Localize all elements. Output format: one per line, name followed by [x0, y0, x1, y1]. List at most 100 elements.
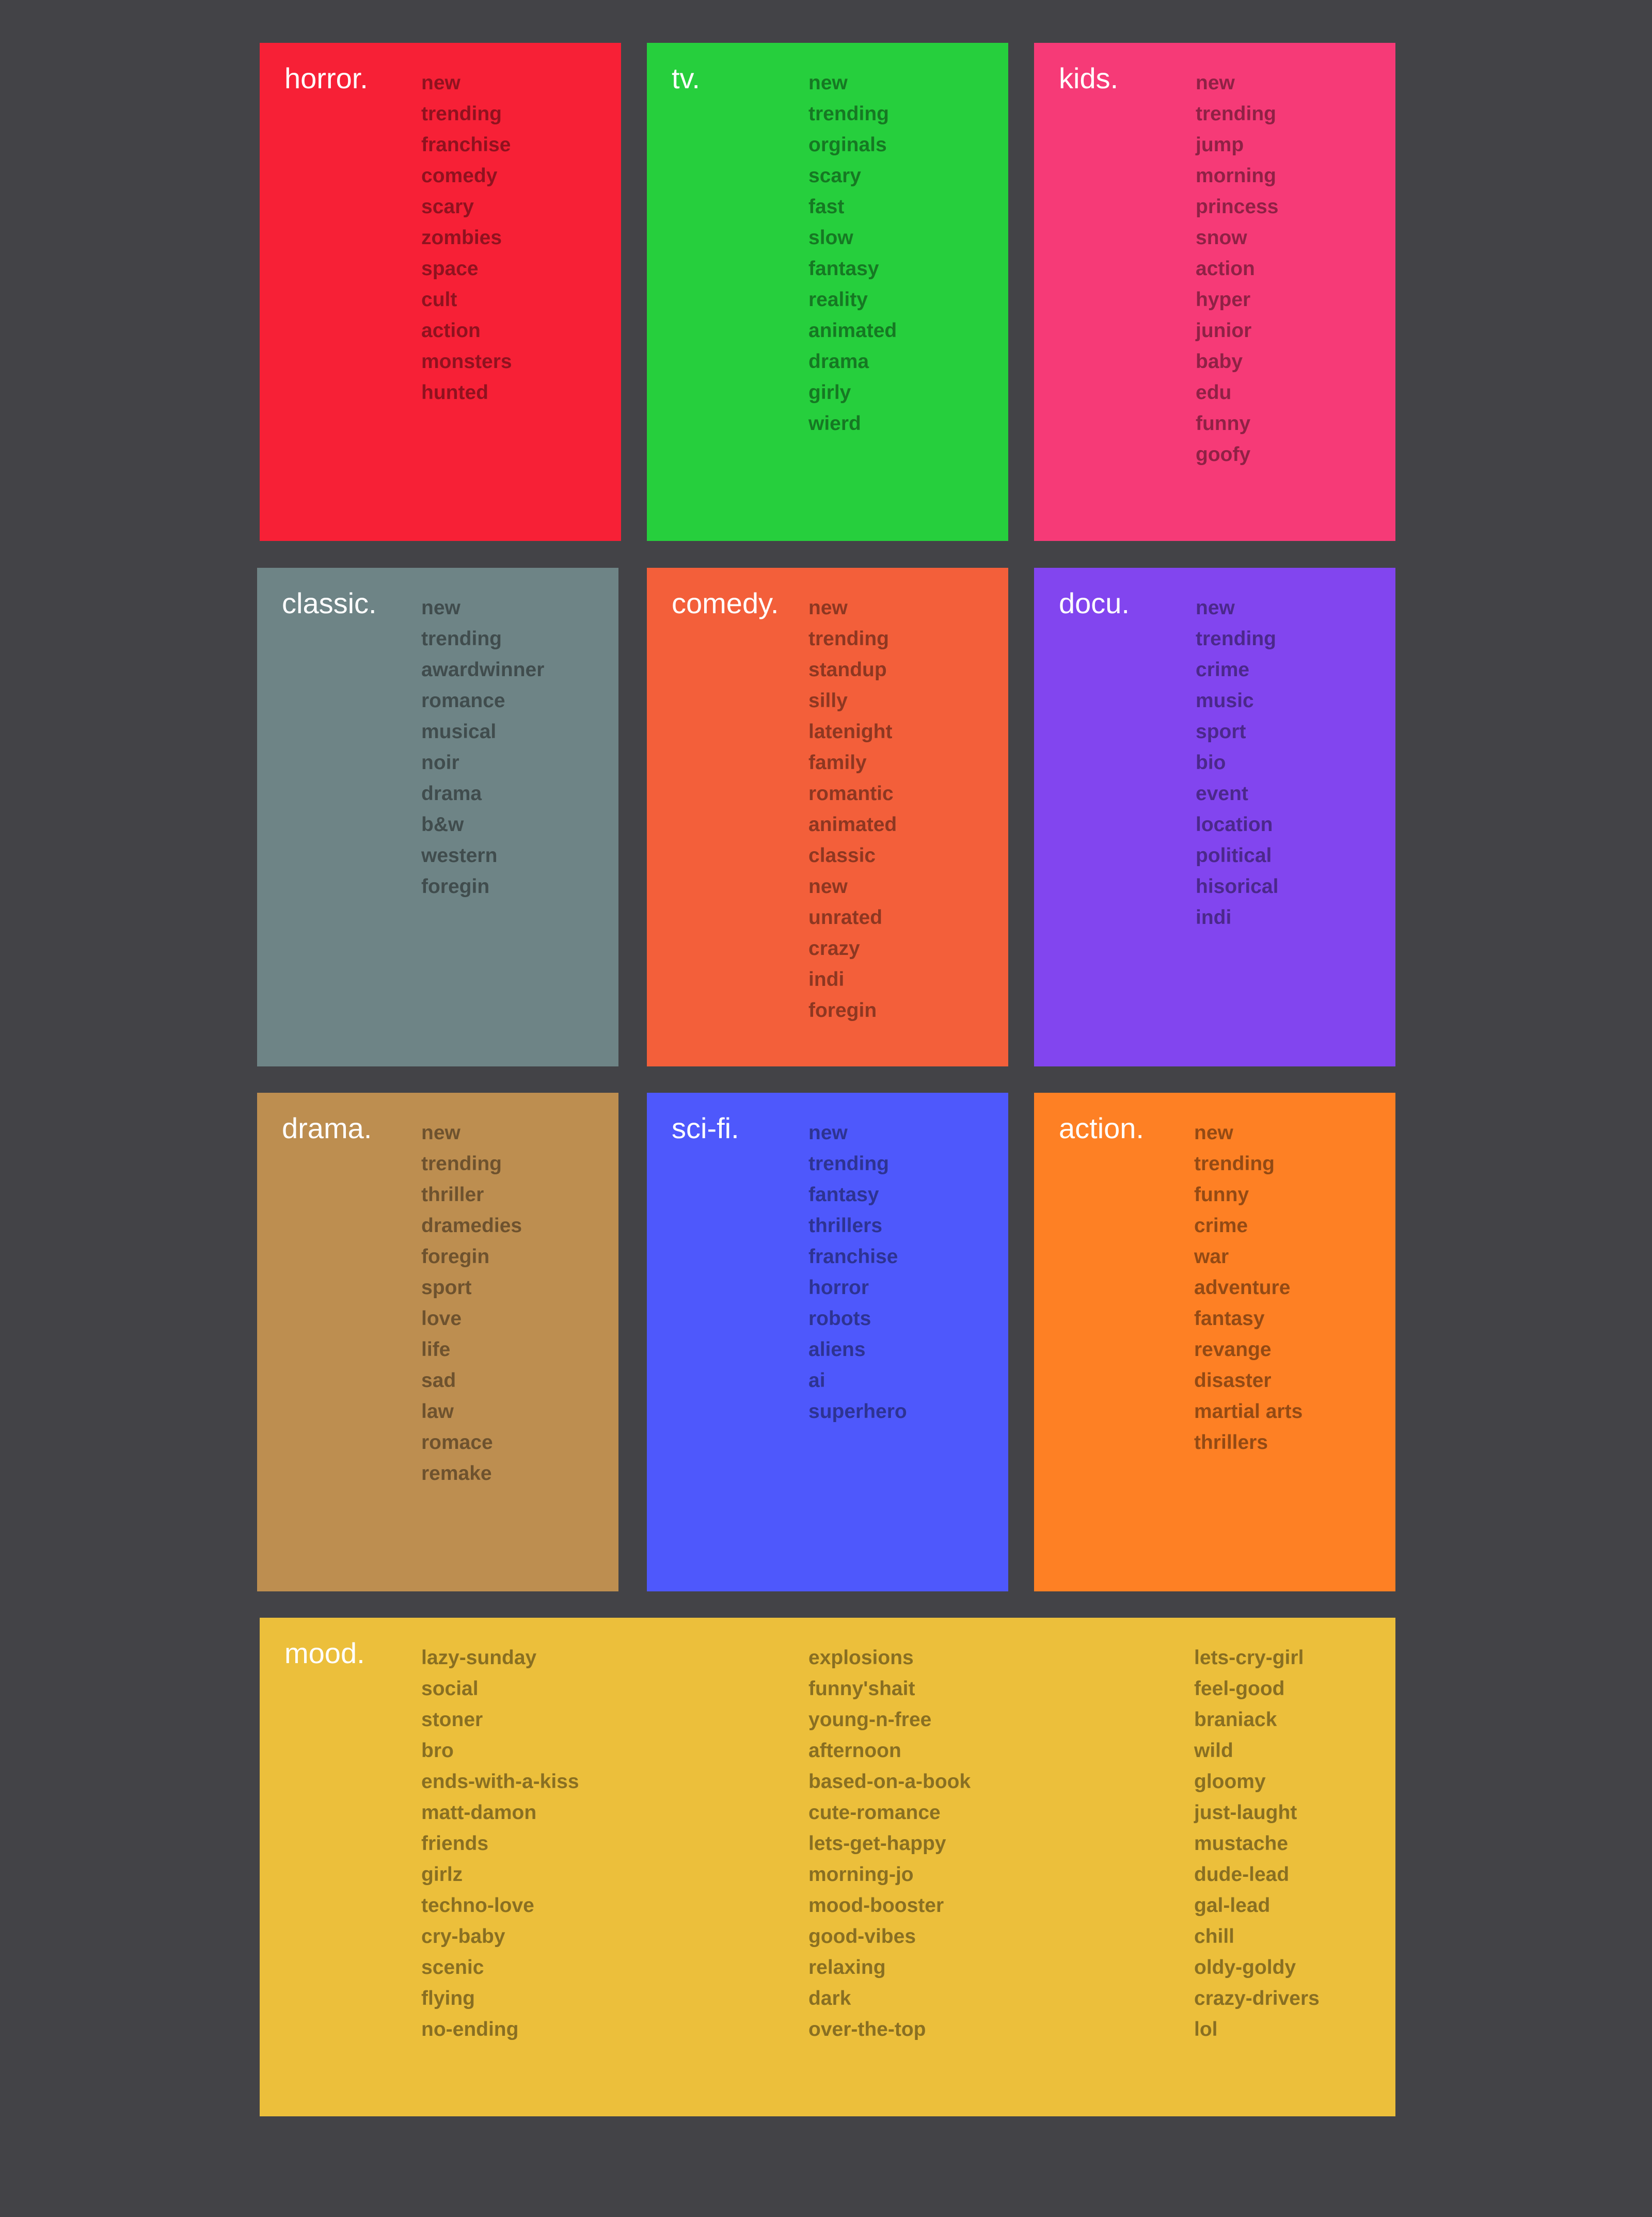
- genre-link[interactable]: war: [1194, 1246, 1229, 1268]
- category-title-comedy[interactable]: comedy.: [672, 587, 779, 619]
- genre-link[interactable]: mustache: [1194, 1832, 1289, 1855]
- genre-link[interactable]: young-n-free: [808, 1709, 932, 1731]
- genre-link[interactable]: location: [1196, 814, 1273, 836]
- genre-link[interactable]: fantasy: [808, 258, 879, 280]
- genre-link[interactable]: adventure: [1194, 1277, 1291, 1299]
- genre-link[interactable]: disaster: [1194, 1369, 1272, 1392]
- genre-link[interactable]: dramedies: [421, 1215, 522, 1237]
- genre-link[interactable]: funny: [1196, 412, 1251, 435]
- genre-link[interactable]: robots: [808, 1307, 871, 1330]
- genre-link[interactable]: social: [421, 1678, 479, 1700]
- genre-link[interactable]: music: [1196, 690, 1254, 712]
- genre-link[interactable]: indi: [1196, 906, 1232, 929]
- genre-link[interactable]: awardwinner: [421, 659, 545, 681]
- genre-link[interactable]: gal-lead: [1194, 1894, 1270, 1917]
- genre-link[interactable]: slow: [808, 227, 853, 249]
- genre-link[interactable]: romantic: [808, 783, 894, 805]
- genre-link[interactable]: silly: [808, 690, 848, 712]
- genre-link[interactable]: revange: [1194, 1338, 1272, 1361]
- category-title-action[interactable]: action.: [1059, 1112, 1144, 1144]
- genre-link[interactable]: scenic: [421, 1956, 484, 1979]
- genre-link[interactable]: romance: [421, 690, 505, 712]
- genre-link[interactable]: oldy-goldy: [1194, 1956, 1296, 1979]
- genre-link[interactable]: techno-love: [421, 1894, 534, 1917]
- genre-link[interactable]: funny: [1194, 1184, 1249, 1206]
- genre-link[interactable]: sport: [1196, 721, 1246, 743]
- genre-link[interactable]: girly: [808, 381, 851, 404]
- category-title-classic[interactable]: classic.: [282, 587, 377, 619]
- genre-link[interactable]: love: [421, 1307, 462, 1330]
- genre-link[interactable]: braniack: [1194, 1709, 1277, 1731]
- genre-link[interactable]: cult: [421, 289, 457, 311]
- genre-link[interactable]: new: [808, 1122, 848, 1144]
- genre-link[interactable]: foregin: [808, 999, 877, 1022]
- genre-link[interactable]: edu: [1196, 381, 1232, 404]
- genre-link[interactable]: mood-booster: [808, 1894, 944, 1917]
- genre-link[interactable]: remake: [421, 1462, 492, 1485]
- genre-link[interactable]: hunted: [421, 381, 488, 404]
- genre-link[interactable]: new: [1194, 1122, 1233, 1144]
- genre-link[interactable]: bro: [421, 1740, 454, 1762]
- genre-link[interactable]: new: [1196, 597, 1235, 619]
- genre-link[interactable]: trending: [808, 1153, 889, 1175]
- category-title-drama[interactable]: drama.: [282, 1112, 372, 1144]
- genre-link[interactable]: just-laught: [1194, 1801, 1297, 1824]
- genre-link[interactable]: morning-jo: [808, 1863, 914, 1886]
- genre-link[interactable]: new: [421, 72, 460, 94]
- genre-link[interactable]: horror: [808, 1277, 869, 1299]
- genre-link[interactable]: no-ending: [421, 2018, 519, 2040]
- genre-link[interactable]: classic: [808, 844, 876, 867]
- genre-link[interactable]: drama: [808, 350, 869, 373]
- genre-link[interactable]: junior: [1196, 320, 1252, 342]
- genre-link[interactable]: trending: [1194, 1153, 1275, 1175]
- genre-link[interactable]: fantasy: [1194, 1307, 1265, 1330]
- genre-link[interactable]: animated: [808, 320, 897, 342]
- genre-link[interactable]: wierd: [808, 412, 861, 435]
- genre-link[interactable]: monsters: [421, 350, 512, 373]
- genre-link[interactable]: foregin: [421, 875, 490, 898]
- genre-link[interactable]: martial arts: [1194, 1400, 1303, 1423]
- genre-link[interactable]: crime: [1196, 659, 1250, 681]
- genre-link[interactable]: noir: [421, 752, 459, 774]
- genre-link[interactable]: western: [421, 844, 498, 867]
- genre-link[interactable]: girlz: [421, 1863, 463, 1886]
- genre-link[interactable]: new: [808, 597, 848, 619]
- genre-link[interactable]: lets-cry-girl: [1194, 1647, 1304, 1669]
- genre-link[interactable]: franchise: [808, 1246, 898, 1268]
- genre-link[interactable]: standup: [808, 659, 887, 681]
- genre-link[interactable]: princess: [1196, 196, 1279, 218]
- genre-link[interactable]: hisorical: [1196, 875, 1279, 898]
- genre-link[interactable]: b&w: [421, 814, 464, 836]
- genre-link[interactable]: aliens: [808, 1338, 866, 1361]
- genre-link[interactable]: thrillers: [1194, 1431, 1268, 1454]
- genre-link[interactable]: cute-romance: [808, 1801, 941, 1824]
- genre-link[interactable]: law: [421, 1400, 454, 1423]
- genre-link[interactable]: franchise: [421, 134, 511, 156]
- genre-link[interactable]: sport: [421, 1277, 472, 1299]
- genre-link[interactable]: trending: [421, 628, 502, 650]
- genre-link[interactable]: scary: [421, 196, 474, 218]
- genre-link[interactable]: dude-lead: [1194, 1863, 1290, 1886]
- genre-link[interactable]: wild: [1194, 1740, 1233, 1762]
- genre-link[interactable]: funny'shait: [808, 1678, 915, 1700]
- genre-link[interactable]: reality: [808, 289, 868, 311]
- genre-link[interactable]: thrillers: [808, 1215, 883, 1237]
- genre-link[interactable]: fantasy: [808, 1184, 879, 1206]
- category-title-mood[interactable]: mood.: [284, 1637, 365, 1669]
- genre-link[interactable]: new: [1196, 72, 1235, 94]
- genre-link[interactable]: over-the-top: [808, 2018, 926, 2040]
- category-title-kids[interactable]: kids.: [1059, 62, 1119, 94]
- category-title-horror[interactable]: horror.: [284, 62, 368, 94]
- genre-link[interactable]: comedy: [421, 165, 498, 187]
- genre-link[interactable]: snow: [1196, 227, 1247, 249]
- genre-link[interactable]: action: [1196, 258, 1255, 280]
- genre-link[interactable]: friends: [421, 1832, 489, 1855]
- genre-link[interactable]: new: [421, 597, 460, 619]
- genre-link[interactable]: life: [421, 1338, 451, 1361]
- genre-link[interactable]: stoner: [421, 1709, 483, 1731]
- genre-link[interactable]: sad: [421, 1369, 456, 1392]
- genre-link[interactable]: crazy: [808, 937, 860, 960]
- genre-link[interactable]: lol: [1194, 2018, 1218, 2040]
- genre-link[interactable]: goofy: [1196, 443, 1251, 466]
- genre-link[interactable]: explosions: [808, 1647, 914, 1669]
